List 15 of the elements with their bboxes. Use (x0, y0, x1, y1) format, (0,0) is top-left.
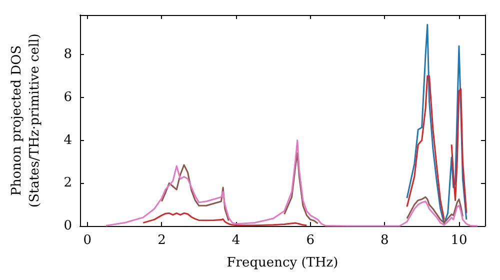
x-tick-label: 8 (380, 233, 389, 248)
y-tick-label: 6 (64, 90, 72, 105)
line-series (406, 24, 468, 224)
y-tick-label: 2 (64, 176, 72, 191)
x-tick-label: 0 (83, 233, 92, 248)
x-tick-label: 4 (232, 233, 240, 248)
y-tick-label: 0 (64, 218, 72, 234)
y-axis-title: Phonon projected DOS (States/THz·primitive cell) (10, 33, 42, 208)
x-axis-title: Frequency (THz) (226, 256, 338, 270)
y-tick-label: 4 (64, 132, 72, 148)
x-tick-label: 2 (158, 233, 166, 248)
x-tick-label: 6 (306, 233, 315, 248)
y-tick-label: 8 (64, 47, 72, 62)
line-series (105, 140, 478, 227)
x-tick-label: 10 (450, 233, 468, 248)
